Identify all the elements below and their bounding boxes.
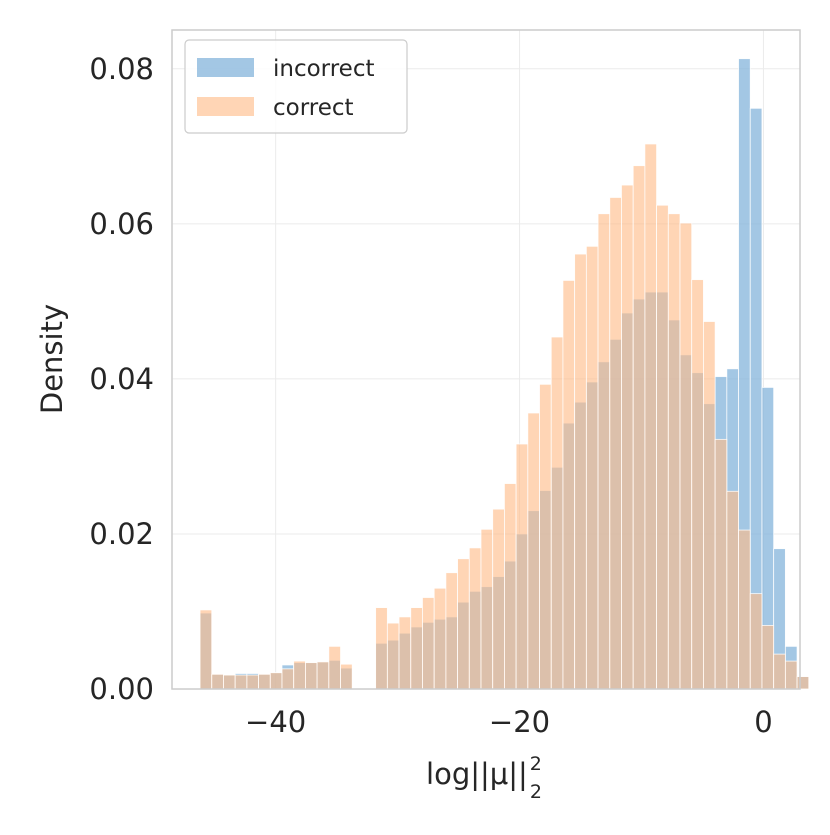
bar-correct <box>527 412 540 690</box>
bar-correct <box>515 443 529 690</box>
legend-swatch-correct <box>197 97 254 116</box>
bar-correct <box>679 222 693 690</box>
x-axis-label-subscript: 2 <box>530 781 542 803</box>
bar-correct <box>585 245 599 690</box>
bar-correct <box>574 253 587 690</box>
y-tick-label: 0.08 <box>89 52 154 86</box>
bar-correct <box>480 528 494 690</box>
plot-frame <box>171 29 801 690</box>
bar-correct <box>305 662 318 690</box>
bar-correct <box>667 213 681 690</box>
bar-correct <box>773 653 786 690</box>
y-tick-label: 0.02 <box>89 517 154 551</box>
bar-correct <box>656 204 669 690</box>
legend-label-incorrect: incorrect <box>273 56 375 82</box>
bar-correct <box>784 660 798 690</box>
bar-correct <box>234 674 248 690</box>
bar-correct <box>258 673 271 690</box>
x-axis-ticks: −40 −20 0 <box>245 705 773 739</box>
y-tick-label: 0.04 <box>89 362 154 396</box>
legend-label-correct: correct <box>273 95 354 121</box>
bar-correct <box>293 660 306 690</box>
bar-correct <box>468 547 482 690</box>
bar-correct <box>316 661 330 690</box>
bar-correct <box>422 597 435 690</box>
bar-correct <box>691 279 704 690</box>
bar-correct <box>211 673 224 690</box>
bar-correct <box>281 668 295 690</box>
bar-correct <box>398 616 412 690</box>
bar-correct <box>504 483 517 690</box>
legend: incorrect correct <box>184 39 408 134</box>
y-axis-label: Density <box>35 304 69 414</box>
bar-correct <box>328 645 341 690</box>
bar-correct <box>269 672 283 690</box>
bar-correct <box>375 607 388 690</box>
x-tick-label: −20 <box>489 705 550 739</box>
bar-correct <box>223 674 236 690</box>
bar-correct <box>644 143 657 690</box>
bar-correct <box>539 383 552 690</box>
bar-correct <box>457 558 470 690</box>
bar-correct <box>761 625 775 690</box>
bar-correct <box>621 184 634 690</box>
bar-correct <box>433 587 447 690</box>
x-axis-label-base: log||μ|| <box>426 757 528 791</box>
bar-correct <box>562 280 576 690</box>
x-tick-label: 0 <box>754 705 772 739</box>
bar-correct <box>445 572 458 690</box>
legend-swatch-incorrect <box>197 58 254 77</box>
y-tick-label: 0.06 <box>89 207 154 241</box>
bar-correct <box>609 197 622 690</box>
bar-correct <box>492 508 505 690</box>
bar-correct <box>749 593 763 690</box>
bar-correct <box>199 609 213 690</box>
x-axis-label-superscript: 2 <box>530 753 542 775</box>
bar-correct <box>340 663 353 690</box>
bar-correct <box>632 165 646 690</box>
bar-correct <box>386 622 400 690</box>
bar-correct <box>714 438 728 690</box>
bar-correct <box>597 213 611 690</box>
y-axis-ticks: 0.00 0.02 0.04 0.06 0.08 <box>89 52 154 706</box>
y-tick-label: 0.00 <box>89 672 154 706</box>
bar-correct <box>703 321 716 690</box>
bar-correct <box>550 336 564 690</box>
bar-correct <box>726 490 739 690</box>
x-tick-label: −40 <box>245 705 306 739</box>
x-axis-label: log||μ|| 2 2 <box>426 753 542 803</box>
bar-correct <box>738 529 751 690</box>
bar-correct <box>796 676 810 690</box>
bar-correct <box>246 674 259 690</box>
bar-correct <box>410 607 423 690</box>
